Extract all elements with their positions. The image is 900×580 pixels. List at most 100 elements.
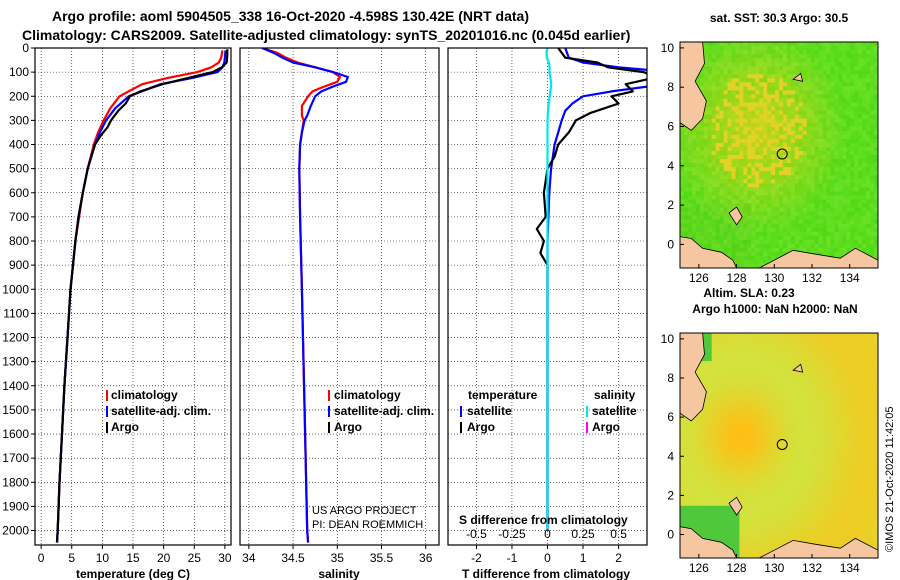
- map-cell: [830, 227, 835, 233]
- map-cell: [723, 333, 728, 338]
- map-cell: [782, 385, 788, 390]
- map-cell: [727, 437, 732, 442]
- map-cell: [806, 361, 812, 366]
- map-cell: [782, 58, 788, 63]
- map-cell: [735, 86, 740, 91]
- map-cell: [786, 377, 792, 382]
- map-cell: [858, 389, 863, 394]
- map-cell: [747, 357, 752, 362]
- map-cell: [818, 191, 823, 196]
- map-cell: [850, 393, 855, 398]
- map-cell: [814, 150, 819, 156]
- map-cell: [874, 409, 878, 414]
- map-cell: [798, 102, 804, 107]
- map-cell: [755, 50, 760, 55]
- map-cell: [767, 341, 772, 346]
- map-cell: [818, 393, 823, 398]
- map-cell: [687, 138, 693, 144]
- map-cell: [771, 385, 776, 390]
- map-cell: [790, 239, 796, 245]
- map-cell: [806, 345, 812, 350]
- map-cell: [790, 353, 796, 358]
- map-cell: [810, 469, 816, 475]
- map-cell: [790, 155, 796, 160]
- map-cell: [790, 409, 796, 414]
- map-cell: [798, 199, 804, 204]
- map-cell: [866, 333, 871, 338]
- map-cell: [779, 114, 784, 120]
- map-cell: [707, 46, 713, 51]
- map-cell: [755, 247, 760, 253]
- map-cell: [798, 421, 804, 426]
- map-cell: [862, 46, 867, 51]
- map-cell: [715, 385, 720, 390]
- map-cell: [747, 345, 752, 350]
- map-cell: [727, 138, 732, 144]
- map-cell: [834, 453, 839, 458]
- map-cell: [723, 86, 728, 91]
- map-cell: [763, 219, 768, 225]
- map-cell: [790, 46, 796, 51]
- map-cell: [798, 203, 804, 208]
- map-cell: [838, 453, 843, 458]
- map-cell: [862, 66, 867, 71]
- map-cell: [802, 421, 808, 426]
- salinity-grid: [240, 47, 439, 545]
- map-cell: [727, 118, 732, 124]
- map-cell: [786, 457, 792, 462]
- map-cell: [735, 150, 740, 156]
- map-cell: [838, 461, 843, 466]
- map-cell: [763, 353, 768, 358]
- map-cell: [790, 134, 796, 140]
- map-cell: [711, 42, 717, 47]
- map-cell: [842, 159, 847, 164]
- map-cell: [830, 82, 835, 87]
- map-cell: [695, 413, 701, 418]
- map-cell: [806, 50, 812, 55]
- map-cell: [786, 449, 792, 454]
- map-cell: [727, 449, 732, 454]
- map-cell: [759, 345, 764, 350]
- map-cell: [683, 461, 689, 466]
- map-cell: [858, 175, 863, 180]
- map-cell: [759, 421, 764, 426]
- map-cell: [874, 433, 878, 438]
- map-cell: [715, 453, 720, 458]
- map-cell: [723, 247, 728, 253]
- map-cell: [723, 102, 728, 107]
- map-cell: [751, 94, 756, 99]
- map-cell: [727, 50, 732, 55]
- map-cell: [830, 433, 835, 438]
- map-cell: [743, 373, 748, 378]
- map-cell: [782, 90, 788, 95]
- map-cell: [798, 175, 804, 180]
- map-cell: [846, 373, 851, 378]
- map-cell: [699, 369, 705, 374]
- map-cell: [763, 421, 768, 426]
- map-cell: [806, 142, 812, 148]
- map-cell: [858, 191, 863, 196]
- map-cell: [806, 477, 812, 483]
- map-cell: [723, 78, 728, 83]
- map-cell: [711, 485, 717, 491]
- legend-t-satellite-label: satellite: [467, 404, 512, 418]
- map-cell: [846, 207, 851, 212]
- map-cell: [775, 461, 780, 466]
- map-cell: [874, 74, 878, 79]
- map-cell: [743, 58, 748, 63]
- map-cell: [870, 191, 875, 196]
- map-cell: [858, 94, 863, 99]
- map-cell: [719, 179, 724, 184]
- map-cell: [775, 134, 780, 140]
- map-cell: [763, 142, 768, 148]
- map-cell: [846, 239, 851, 245]
- map-cell: [790, 66, 796, 71]
- map-cell: [775, 78, 780, 83]
- map-cell: [834, 46, 839, 51]
- sst-map: sat. SST: 30.3 Argo: 30.5 126 128 130 132 13…: [661, 11, 879, 285]
- map-cell: [779, 449, 784, 454]
- map-cell: [707, 86, 713, 91]
- map-cell: [846, 50, 851, 55]
- y-tick-label: 1500: [2, 403, 29, 417]
- map-cell: [747, 227, 752, 233]
